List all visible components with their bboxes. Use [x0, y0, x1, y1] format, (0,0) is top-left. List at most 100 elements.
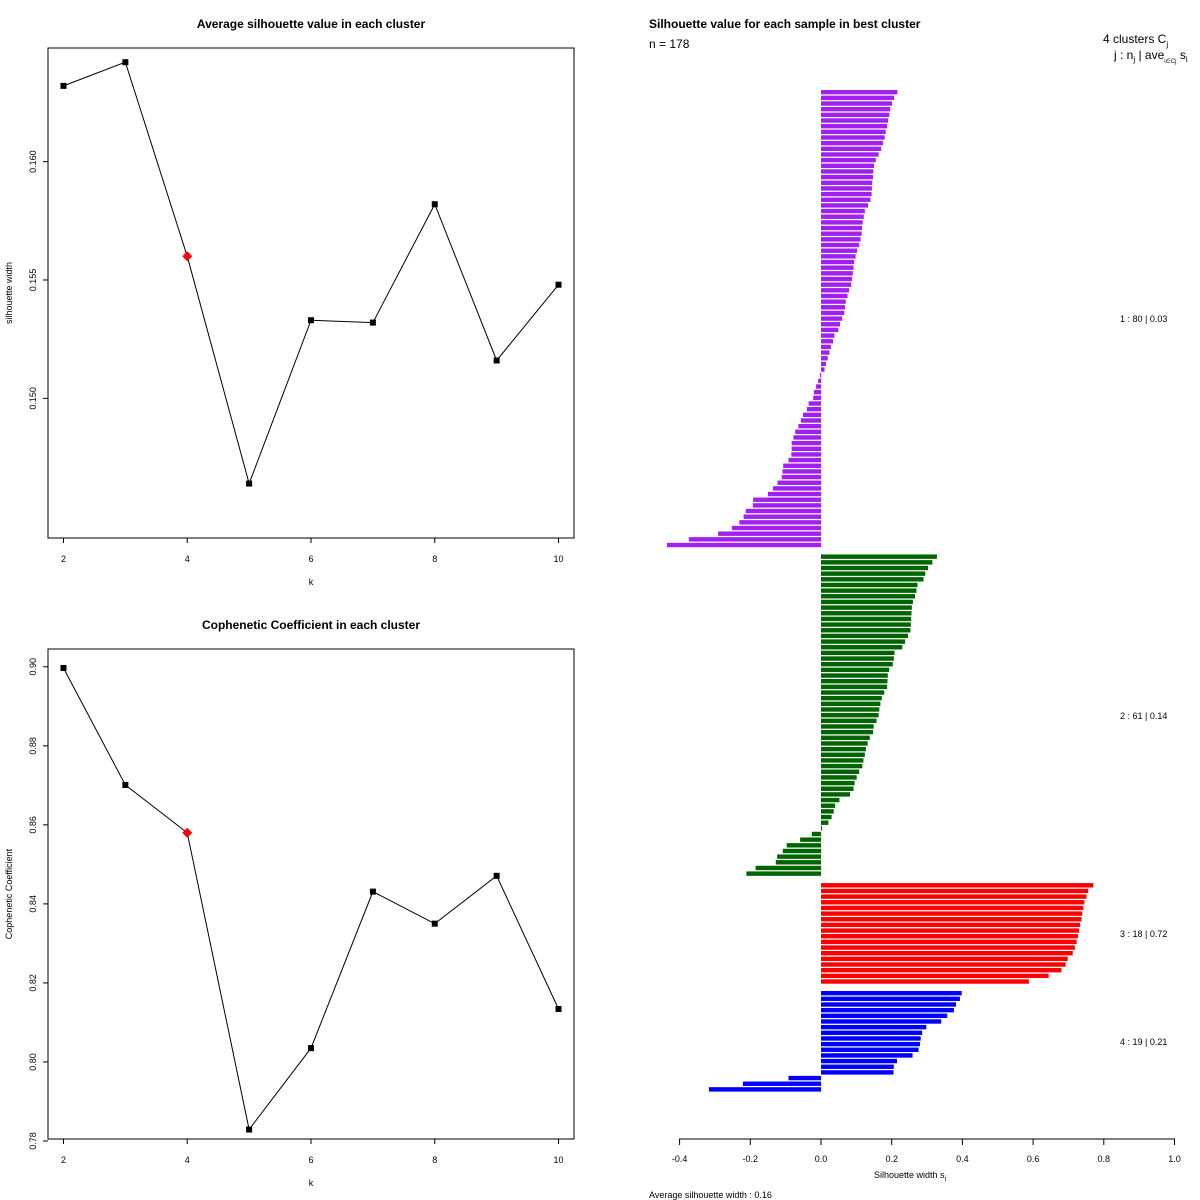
silhouette-bar: [788, 1075, 821, 1081]
x-tick-label: 4: [185, 554, 190, 564]
panel1-xlabel: k: [309, 577, 314, 587]
x-tick-label: 10: [554, 1155, 564, 1165]
panel3-xlabel: Silhouette width si: [874, 1170, 947, 1183]
highlight-point: [182, 827, 193, 838]
silhouette-bar: [821, 197, 871, 202]
silhouette-bar: [777, 854, 821, 859]
silhouette-bar: [718, 531, 821, 536]
silhouette-bar: [788, 457, 821, 463]
silhouette-bar: [821, 814, 832, 820]
silhouette-bar: [821, 951, 1073, 956]
panel1-series-line: [63, 61, 559, 486]
silhouette-bar: [821, 293, 848, 299]
silhouette-bar: [821, 101, 893, 106]
silhouette-bar: [739, 520, 821, 525]
y-tick-label: 0.90: [28, 658, 38, 676]
y-tick-label: 0.80: [28, 1053, 38, 1071]
silhouette-bar: [731, 525, 821, 531]
silhouette-bar: [821, 826, 823, 831]
silhouette-bar: [821, 129, 886, 135]
silhouette-bar: [821, 163, 875, 168]
silhouette-bar: [821, 214, 864, 219]
silhouette-bar: [708, 1087, 821, 1092]
silhouette-bar: [821, 1036, 921, 1041]
silhouette-bar: [821, 917, 1082, 922]
panel3-title: Silhouette value for each sample in best…: [649, 17, 921, 31]
silhouette-bar: [821, 888, 1089, 894]
panel1-ylabel: silhouette width: [4, 262, 14, 324]
silhouette-bar: [821, 911, 1083, 916]
silhouette-bar: [821, 344, 831, 350]
silhouette-bar: [821, 673, 888, 678]
data-point: [122, 781, 129, 788]
silhouette-bar: [821, 225, 863, 231]
highlight-point: [182, 251, 193, 262]
x-tick-label: 0.6: [1027, 1154, 1040, 1164]
silhouette-line-panel: Average silhouette value in each cluster…: [4, 17, 575, 587]
silhouette-bar: [821, 979, 1029, 984]
silhouette-bar: [821, 633, 908, 639]
silhouette-bar: [821, 1053, 913, 1058]
silhouette-bar: [821, 333, 835, 338]
y-tick-label: 0.88: [28, 737, 38, 755]
silhouette-bar: [821, 90, 898, 95]
silhouette-bar: [745, 508, 821, 514]
x-tick-label: -0.4: [672, 1154, 688, 1164]
data-point: [369, 319, 376, 326]
silhouette-bar: [821, 282, 852, 287]
silhouette-bar: [821, 571, 926, 576]
silhouette-bar: [781, 474, 821, 480]
silhouette-bar: [798, 423, 821, 429]
silhouette-bar: [821, 900, 1085, 905]
silhouette-bar: [821, 656, 894, 661]
silhouette-bar: [755, 865, 821, 871]
silhouette-bar: [821, 996, 960, 1002]
silhouette-bar: [821, 967, 1062, 973]
silhouette-bar: [791, 452, 821, 457]
silhouette-bar: [821, 934, 1078, 939]
silhouette-bar: [821, 180, 873, 185]
data-point: [246, 480, 253, 487]
silhouette-bar: [821, 118, 889, 123]
silhouette-bar: [821, 803, 836, 808]
silhouette-bar: [821, 662, 893, 667]
y-tick-label: 0.150: [28, 387, 38, 410]
silhouette-bar: [821, 599, 913, 605]
data-point: [431, 920, 438, 927]
silhouette-bar: [821, 554, 937, 559]
silhouette-bar: [821, 588, 917, 593]
silhouette-bar: [752, 503, 821, 508]
silhouette-bar: [777, 480, 821, 485]
x-tick-label: 6: [308, 1155, 313, 1165]
y-tick-label: 0.84: [28, 895, 38, 913]
silhouette-bar: [821, 1013, 948, 1019]
silhouette-bar: [813, 395, 821, 401]
silhouette-bar: [821, 622, 911, 627]
panel2-series-line: [63, 667, 559, 1131]
silhouette-bar: [821, 701, 881, 707]
cluster-label: 1 : 80 | 0.03: [1120, 314, 1167, 324]
silhouette-bar: [821, 157, 876, 163]
silhouette-bar: [821, 763, 863, 769]
silhouette-bar: [782, 848, 821, 854]
silhouette-bar: [821, 939, 1077, 945]
data-point: [493, 357, 500, 364]
silhouette-bar: [821, 271, 853, 276]
cluster-header-line1: 4 clusters Cj: [1103, 32, 1168, 49]
panel1-frame: [47, 47, 575, 539]
silhouette-bar: [800, 418, 821, 423]
silhouette-bar: [821, 894, 1087, 899]
silhouette-bar: [821, 310, 845, 316]
silhouette-bar: [821, 650, 895, 656]
x-tick-label: 4: [185, 1155, 190, 1165]
silhouette-bar: [793, 435, 821, 440]
silhouette-bar: [821, 135, 885, 140]
silhouette-bar: [821, 712, 879, 718]
silhouette-bar: [808, 401, 821, 406]
data-point: [555, 281, 562, 288]
silhouette-bar: [772, 486, 821, 491]
silhouette-bar: [821, 237, 861, 242]
silhouette-bar: [821, 928, 1080, 933]
silhouette-bar: [811, 831, 821, 837]
silhouette-bar: [821, 956, 1068, 962]
